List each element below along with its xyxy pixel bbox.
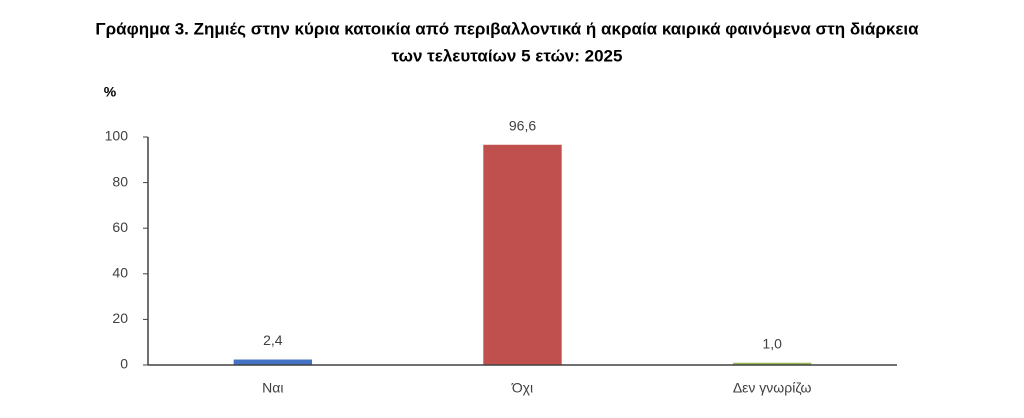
bar — [483, 144, 562, 365]
value-label: 2,4 — [263, 332, 283, 348]
value-label: 1,0 — [762, 335, 782, 351]
chart-title: των τελευταίων 5 ετών: 2025 — [392, 46, 623, 65]
y-tick-label: 40 — [112, 265, 128, 281]
y-axis-label: % — [104, 84, 117, 100]
value-label: 96,6 — [509, 117, 536, 133]
bar — [732, 362, 812, 365]
y-tick-label: 0 — [120, 356, 128, 372]
y-tick-label: 20 — [112, 310, 128, 326]
x-tick-label: Ναι — [262, 380, 283, 396]
bar — [233, 359, 313, 365]
x-tick-label: Δεν γνωρίζω — [733, 380, 812, 396]
y-tick-label: 60 — [112, 219, 128, 235]
x-tick-label: Όχι — [511, 380, 533, 396]
y-tick-label: 100 — [105, 128, 129, 144]
y-tick-label: 80 — [112, 173, 128, 189]
chart-title: Γράφημα 3. Ζημιές στην κύρια κατοικία απ… — [95, 19, 919, 38]
